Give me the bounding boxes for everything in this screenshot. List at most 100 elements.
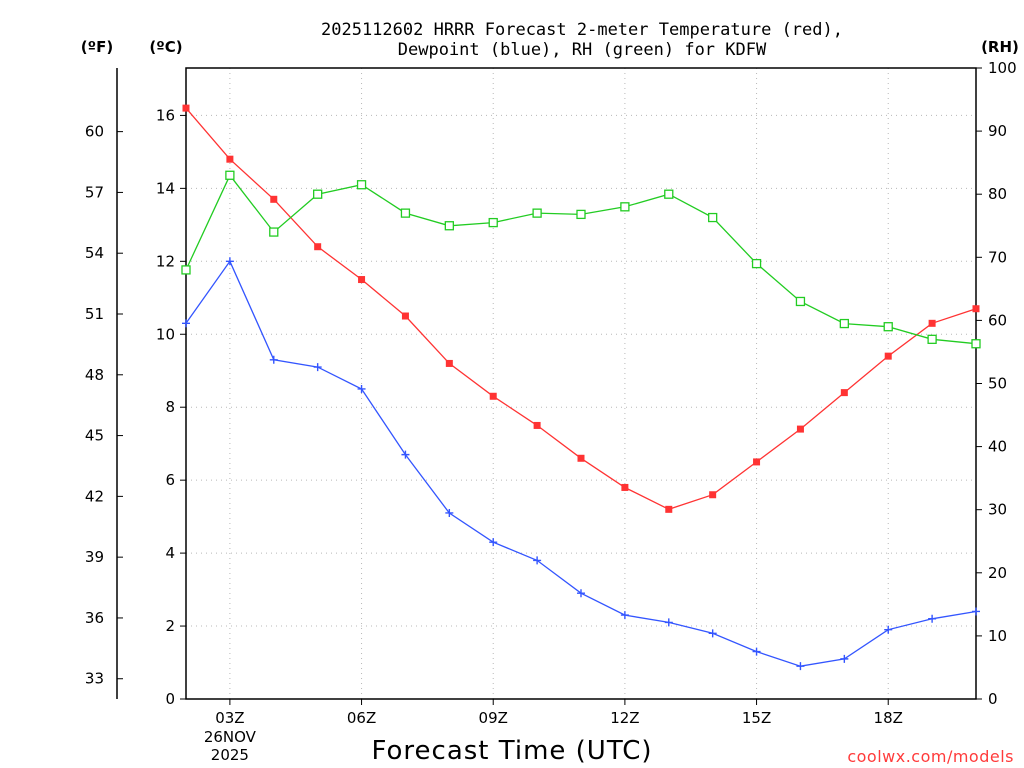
2-meter-temperature-point [928, 319, 936, 327]
plot-frame [185, 67, 977, 700]
dewpoint-point [401, 450, 410, 459]
rh-point [708, 212, 718, 223]
rh-point [795, 296, 806, 307]
rh-tick-label: 50 [988, 375, 1007, 393]
dewpoint-point [664, 618, 673, 627]
2-meter-temperature-point [533, 421, 541, 429]
rh-point [532, 208, 542, 218]
fahrenheit-tick-label: 54 [85, 244, 104, 262]
x-tick-label: 06Z [347, 709, 376, 727]
2-meter-temperature-point [358, 276, 366, 284]
dewpoint-point [884, 625, 893, 634]
celsius-tick-label: 8 [165, 398, 175, 416]
rh-point [664, 189, 674, 199]
2-meter-temperature-point [796, 425, 804, 433]
celsius-tick-label: 16 [156, 106, 175, 124]
x-tick-label: 15Z [742, 709, 771, 727]
rh-point [181, 265, 191, 275]
celsius-tick-label: 2 [165, 617, 175, 635]
celsius-tick-label: 0 [165, 690, 175, 708]
2-meter-temperature-point [753, 458, 761, 466]
dewpoint-point [313, 363, 322, 372]
data-series [181, 104, 981, 671]
rh-unit-label: (RH) [981, 38, 1019, 56]
dewpoint-point [708, 629, 717, 638]
x-tick-label: 03Z [215, 709, 244, 727]
fahrenheit-tick-label: 36 [85, 609, 104, 627]
rh-tick-label: 70 [988, 248, 1007, 266]
fahrenheit-tick-label: 60 [85, 123, 104, 141]
rh-point [620, 202, 630, 212]
rh-point [839, 318, 849, 329]
rh-tick-label: 0 [988, 690, 998, 708]
rh-point [883, 322, 893, 332]
rh-line [185, 174, 977, 345]
x-tick-date: 26NOV [204, 728, 257, 746]
2-meter-temperature-point [182, 104, 190, 112]
x-tick-label: 09Z [479, 709, 508, 727]
x-tick-label: 18Z [874, 709, 903, 727]
rh-point [313, 189, 323, 199]
fahrenheit-tick-label: 33 [85, 670, 104, 688]
dewpoint-point [620, 611, 629, 620]
fahrenheit-tick-label: 51 [85, 305, 104, 323]
2-meter-temperature-point [709, 491, 717, 499]
dewpoint-line [185, 259, 977, 667]
dewpoint-point [357, 384, 366, 393]
x-tick-label: 12Z [610, 709, 639, 727]
2-meter-temperature-point [884, 352, 892, 360]
2-meter-temperature-point [840, 389, 848, 397]
rh-point [576, 209, 586, 220]
site-credit: coolwx.com/models [847, 747, 1014, 766]
fahrenheit-tick-label: 57 [85, 183, 104, 201]
dewpoint-point [182, 319, 190, 328]
2-meter-temperature-point [665, 505, 673, 513]
dewpoint-point [577, 589, 585, 598]
2-meter-temperature-point [489, 392, 497, 400]
rh-point [400, 208, 411, 218]
dewpoint-point [972, 607, 980, 616]
dewpoint-point [225, 257, 234, 266]
2-meter-temperature-point [401, 312, 409, 320]
dewpoint-point [489, 538, 498, 547]
dewpoint-point [796, 662, 805, 671]
dewpoint-point [269, 355, 278, 364]
2-meter-temperature-point [445, 359, 453, 367]
rh-tick-label: 30 [988, 501, 1007, 519]
rh-point [356, 180, 367, 190]
fahrenheit-tick-label: 45 [85, 427, 104, 445]
x-axis-title: Forecast Time (UTC) [371, 736, 652, 766]
celsius-tick-label: 6 [165, 471, 175, 489]
dewpoint-point [533, 556, 542, 565]
rh-point [488, 217, 498, 228]
rh-point [225, 170, 235, 180]
dewpoint-point [445, 508, 454, 517]
rh-point [751, 258, 762, 269]
fahrenheit-tick-label: 42 [85, 487, 104, 505]
fahrenheit-tick-label: 48 [85, 366, 104, 384]
chart-subtitle: Dewpoint (blue), RH (green) for KDFW [398, 40, 767, 60]
2-meter-temperature-point [226, 155, 234, 163]
rh-tick-label: 90 [988, 122, 1007, 140]
2-meter-temperature-point [972, 305, 980, 313]
celsius-tick-label: 10 [156, 325, 175, 343]
rh-tick-label: 40 [988, 438, 1007, 456]
fahrenheit-tick-label: 39 [85, 548, 104, 566]
rh-tick-label: 100 [988, 59, 1017, 77]
rh-tick-label: 20 [988, 564, 1007, 582]
chart-title: 2025112602 HRRR Forecast 2-meter Tempera… [321, 20, 843, 40]
2-meter-temperature-point [270, 195, 278, 203]
rh-point [971, 339, 981, 349]
rh-tick-label: 10 [988, 627, 1007, 645]
celsius-unit-label: (ºC) [149, 38, 182, 56]
rh-point [927, 334, 937, 344]
celsius-tick-label: 12 [156, 252, 175, 270]
2-meter-temperature-line [185, 107, 977, 511]
rh-tick-label: 80 [988, 185, 1007, 203]
dewpoint-point [928, 614, 937, 623]
dewpoint-point [840, 654, 849, 663]
2-meter-temperature-point [621, 483, 629, 491]
x-tick-year: 2025 [211, 746, 249, 764]
